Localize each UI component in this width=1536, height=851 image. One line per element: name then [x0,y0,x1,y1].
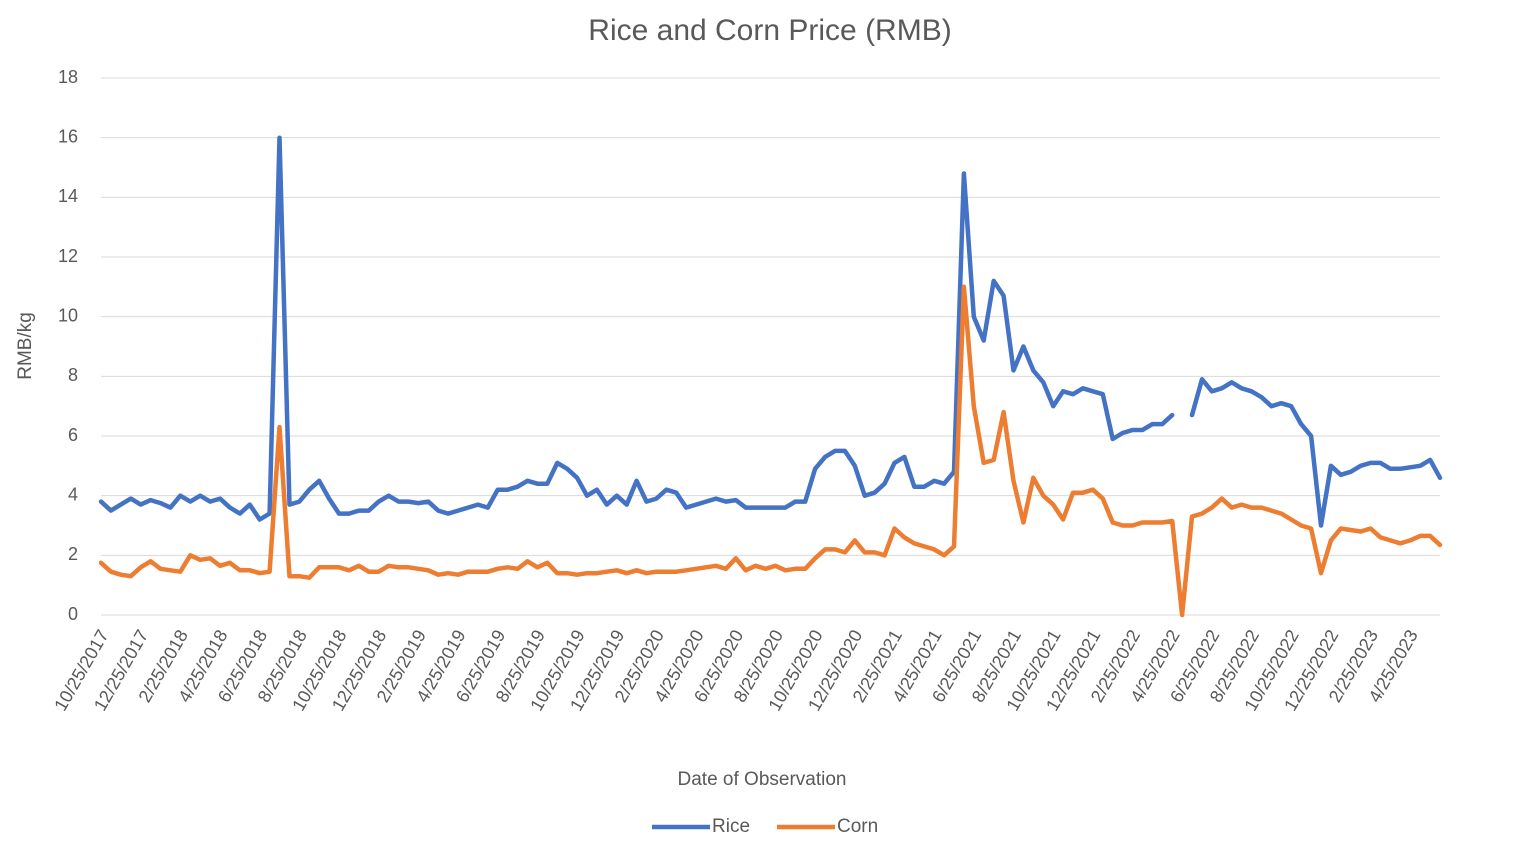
y-tick-label: 12 [58,246,78,266]
y-tick-label: 18 [58,67,78,87]
y-tick-label: 16 [58,126,78,146]
chart-title: Rice and Corn Price (RMB) [588,14,951,47]
y-tick-label: 10 [58,305,78,325]
x-axis-title: Date of Observation [678,769,847,790]
line-series [1189,377,1443,528]
y-tick-label: 14 [58,186,78,206]
y-axis-title: RMB/kg [15,312,36,380]
line-series [98,135,1175,522]
legend-label: Corn [837,816,878,837]
y-tick-label: 6 [68,425,78,445]
y-tick-label: 8 [68,365,78,385]
legend-label: Rice [712,816,750,837]
y-tick-label: 0 [68,604,78,624]
y-tick-label: 4 [68,484,78,504]
y-tick-label: 2 [68,544,78,564]
line-series [98,284,1443,618]
